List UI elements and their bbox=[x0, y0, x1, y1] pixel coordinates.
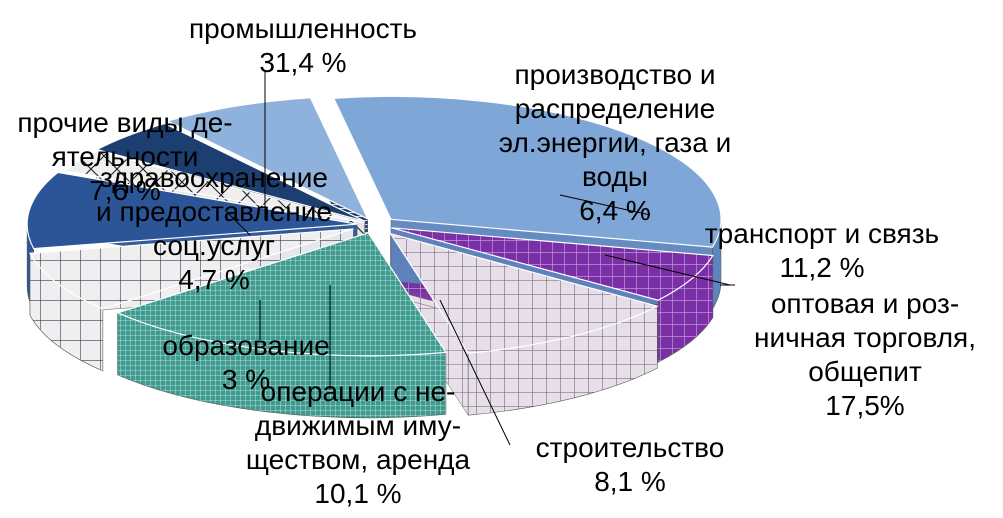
slice-label-line: прочие виды де- bbox=[17, 107, 232, 138]
slice-label-line: здравоохранение bbox=[100, 162, 328, 193]
slice-label-line: и предоставление bbox=[96, 196, 332, 227]
slice-label-line: 8,1 % bbox=[594, 466, 666, 497]
leader-line bbox=[604, 254, 731, 286]
pie-slice bbox=[165, 97, 370, 221]
slice-labels: промышленность 31,4 % производство и распре… bbox=[17, 13, 976, 509]
pie-slice bbox=[95, 122, 366, 222]
slice-label-line: ятельности bbox=[52, 141, 199, 172]
pie-slice bbox=[29, 228, 354, 310]
slice-label-line: оптовая и роз- bbox=[771, 288, 959, 319]
slice-label: образование 3 % bbox=[162, 330, 329, 395]
slice-label-line: производство и bbox=[514, 59, 715, 90]
slice-label-line: эл.энергии, газа и bbox=[499, 127, 731, 158]
slice-label-line: общепит bbox=[808, 356, 922, 387]
pie-slice bbox=[63, 150, 365, 224]
slice-label-line: промышленность bbox=[189, 13, 417, 44]
slice-label-line: ществом, аренда bbox=[246, 444, 471, 475]
slice-label-line: 7,6 % bbox=[89, 175, 161, 206]
slice-label: оптовая и роз-ничная торговля, общепит 17,… bbox=[754, 288, 976, 421]
slice-label-line: операции с не- bbox=[261, 376, 456, 407]
slice-label: производство и распределение эл.энергии, г… bbox=[499, 59, 731, 226]
slice-label-line: строительство bbox=[536, 432, 725, 463]
leader-line bbox=[439, 299, 511, 446]
slice-label: прочие виды де-ятельности 7,6 % bbox=[17, 107, 232, 206]
slice-label-line: 6,4 % bbox=[579, 195, 651, 226]
slice-label-line: 11,2 % bbox=[779, 252, 864, 283]
leader-lines bbox=[224, 70, 735, 446]
slice-label-line: 3 % bbox=[222, 364, 270, 395]
pie-slice bbox=[26, 171, 358, 250]
slice-label: строительство 8,1 % bbox=[536, 432, 725, 497]
leader-line bbox=[559, 194, 651, 216]
slice-label-line: 17,5% bbox=[825, 390, 904, 421]
slice-label-line: распределение bbox=[515, 93, 715, 124]
slice-label-line: движимым иму- bbox=[255, 410, 461, 441]
slice-label-line: 31,4 % bbox=[259, 47, 346, 78]
slice-label: транспорт и связь 11,2 % bbox=[705, 218, 939, 283]
slice-label-line: ничная торговля, bbox=[754, 322, 976, 353]
pie-slice bbox=[115, 232, 447, 357]
slice-label-line: 10,1 % bbox=[314, 478, 401, 509]
slice-label: промышленность 31,4 % bbox=[189, 13, 417, 78]
slice-label-line: образование bbox=[162, 330, 329, 361]
leader-line bbox=[224, 209, 251, 236]
slice-label-line: соц.услуг bbox=[153, 230, 275, 261]
pie-slice bbox=[391, 227, 714, 301]
slice-label-line: воды bbox=[582, 161, 648, 192]
slice-label-line: 4,7 % bbox=[178, 264, 250, 295]
slice-label-line: транспорт и связь bbox=[705, 218, 939, 249]
pie-slice bbox=[389, 232, 659, 354]
slice-label: здравоохранение и предоставление соц.услуг… bbox=[96, 162, 332, 295]
slice-label: операции с не-движимым иму-ществом, арен… bbox=[246, 376, 471, 509]
